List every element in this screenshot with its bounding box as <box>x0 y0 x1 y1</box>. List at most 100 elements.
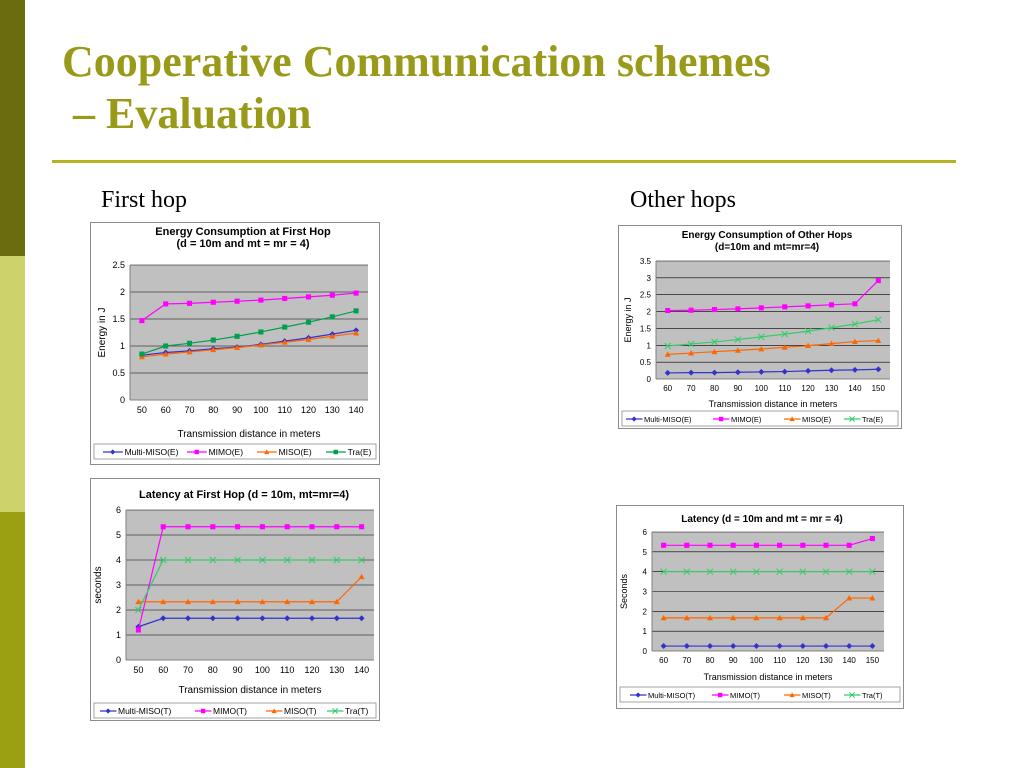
legend-label: Tra(E) <box>348 447 372 457</box>
legend-marker <box>789 416 795 422</box>
data-point <box>210 524 216 530</box>
legend-box <box>93 443 377 460</box>
slide-title-line-1: Cooperative Communication schemes <box>62 37 771 86</box>
legend-marker <box>333 449 338 455</box>
y-tick-label: 3 <box>647 274 652 283</box>
x-tick-label: 100 <box>253 405 268 415</box>
energy-other-hops-chart: Energy Consumption of Other Hops(d=10m a… <box>618 225 902 429</box>
legend-label: MISO(E) <box>279 447 312 457</box>
data-point <box>845 568 853 576</box>
x-tick-label: 130 <box>819 656 833 665</box>
legend-marker <box>717 692 723 698</box>
x-tick-label: 150 <box>872 384 886 393</box>
data-point <box>259 524 265 530</box>
y-tick-label: 2 <box>643 607 648 616</box>
accent-bar-middle <box>0 256 25 512</box>
legend-marker <box>200 708 206 714</box>
y-tick-label: 1 <box>643 627 648 636</box>
data-point <box>730 614 737 621</box>
legend-label: MIMO(E) <box>209 447 244 457</box>
series-line <box>141 292 357 322</box>
data-point <box>159 556 167 564</box>
data-point <box>758 305 764 311</box>
x-tick-label: 60 <box>659 656 668 665</box>
data-point <box>284 598 291 605</box>
legend-label: MIMO(T) <box>730 691 760 700</box>
legend-marker <box>110 449 116 455</box>
title-divider <box>52 160 956 163</box>
data-point <box>234 298 240 304</box>
data-point <box>210 337 216 343</box>
data-point <box>258 297 264 303</box>
data-point <box>184 556 192 564</box>
x-tick-label: 90 <box>729 656 738 665</box>
data-point <box>799 614 806 621</box>
x-tick-label: 110 <box>278 405 292 415</box>
data-point <box>753 643 760 650</box>
data-point <box>683 568 691 576</box>
data-point <box>869 643 876 650</box>
x-tick-label: 70 <box>184 405 194 415</box>
series-line <box>663 597 873 619</box>
data-point <box>869 595 876 601</box>
plot-area <box>656 261 890 379</box>
y-axis-label: Energy in J <box>97 307 108 357</box>
data-point <box>259 598 266 605</box>
data-point <box>851 320 859 328</box>
y-axis-label: Energy in J <box>623 297 633 342</box>
chart-title-line: Energy Consumption of Other Hops <box>682 230 853 241</box>
legend-label: Tra(T) <box>862 691 883 700</box>
caption-first-hop: First hop <box>101 187 188 213</box>
data-point <box>800 542 806 548</box>
data-point <box>875 337 882 343</box>
legend-marker <box>105 708 111 714</box>
x-axis-label: Transmission distance in meters <box>704 672 833 682</box>
x-tick-label: 80 <box>706 656 715 665</box>
data-point <box>683 614 690 621</box>
y-tick-label: 2.5 <box>640 291 652 300</box>
data-point <box>284 524 290 530</box>
data-point <box>799 568 807 576</box>
legend-label: Multi-MISO(E) <box>644 415 692 424</box>
legend-marker <box>271 708 277 714</box>
x-tick-label: 50 <box>133 665 143 675</box>
data-point <box>283 556 291 564</box>
data-point <box>209 598 216 605</box>
data-point <box>660 614 667 621</box>
data-point <box>329 292 335 298</box>
data-point <box>185 524 191 530</box>
data-point <box>846 595 853 601</box>
data-point <box>781 344 788 350</box>
data-point <box>257 341 264 348</box>
data-point <box>683 643 690 650</box>
data-point <box>661 542 667 548</box>
data-point <box>707 542 713 548</box>
legend-marker <box>849 416 856 422</box>
data-point <box>139 318 145 324</box>
data-point <box>869 568 876 576</box>
data-point <box>305 336 312 342</box>
y-tick-label: 5 <box>643 548 648 557</box>
y-tick-label: 6 <box>116 505 121 515</box>
data-point <box>730 643 737 650</box>
data-point <box>846 643 853 650</box>
data-point <box>707 614 713 621</box>
y-tick-label: 0 <box>643 647 648 656</box>
data-point <box>823 643 829 650</box>
series-line <box>663 537 873 546</box>
data-point <box>305 319 312 325</box>
data-point <box>846 542 852 548</box>
data-point <box>828 340 835 346</box>
x-tick-label: 120 <box>796 656 810 665</box>
data-point <box>309 524 315 530</box>
x-tick-label: 60 <box>161 405 171 415</box>
data-point <box>730 542 736 548</box>
data-point <box>333 598 340 605</box>
data-point <box>358 615 365 622</box>
data-point <box>186 340 193 346</box>
data-point <box>234 344 241 351</box>
y-tick-label: 0 <box>120 395 125 405</box>
data-point <box>753 542 759 548</box>
series-line <box>667 339 879 355</box>
slide-title-line-2: – Evaluation <box>62 89 312 138</box>
